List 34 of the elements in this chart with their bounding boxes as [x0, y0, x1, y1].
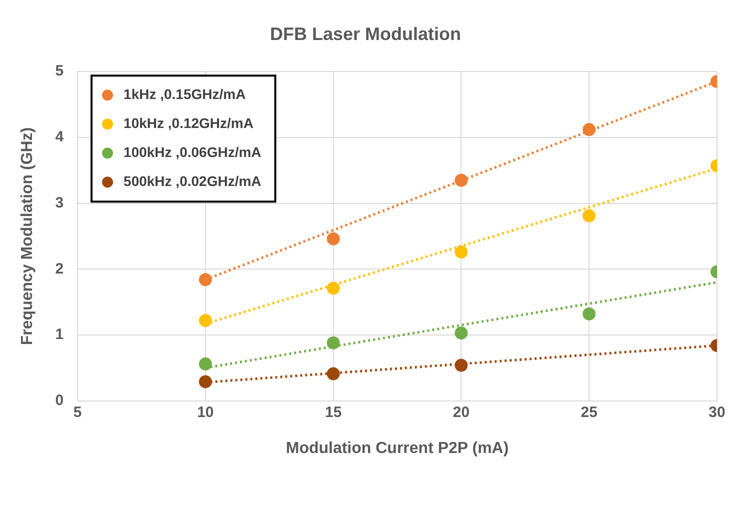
x-tick-label: 10: [197, 404, 214, 421]
point: [582, 209, 596, 222]
point: [198, 375, 212, 388]
point: [198, 273, 212, 286]
x-tick-label: 15: [324, 404, 342, 421]
legend-label: 1kHz ,0.15GHz/mA: [124, 86, 246, 102]
y-tick-label: 1: [55, 326, 64, 344]
y-axis-title: Frequency Modulation (GHz): [19, 127, 36, 346]
x-tick-label: 25: [580, 404, 598, 421]
point: [454, 246, 468, 258]
y-tick-label: 3: [55, 194, 64, 212]
point: [454, 174, 468, 187]
point: [326, 232, 340, 246]
y-tick-label: 0: [55, 392, 64, 409]
y-tick-label: 2: [55, 260, 64, 278]
point: [326, 336, 340, 350]
y-tick-label: 4: [55, 128, 64, 146]
x-tick-label: 30: [708, 404, 726, 421]
point: [326, 282, 340, 295]
legend-label: 500kHz ,0.02GHz/mA: [124, 172, 262, 189]
legend-label: 10kHz ,0.12GHz/mA: [124, 114, 254, 131]
point: [582, 123, 596, 136]
point: [198, 357, 212, 370]
point: [198, 314, 212, 327]
x-tick-label: 5: [73, 404, 82, 421]
point: [582, 307, 596, 320]
point: [454, 326, 468, 340]
x-axis-title: Modulation Current P2P (mA): [286, 440, 509, 457]
x-tick-label: 20: [452, 404, 470, 421]
point: [454, 358, 468, 372]
legend-label: 100kHz ,0.06GHz/mA: [124, 144, 262, 160]
point: [326, 367, 340, 380]
chart-title: DFB Laser Modulation: [270, 24, 462, 44]
y-tick-label: 5: [55, 62, 64, 80]
